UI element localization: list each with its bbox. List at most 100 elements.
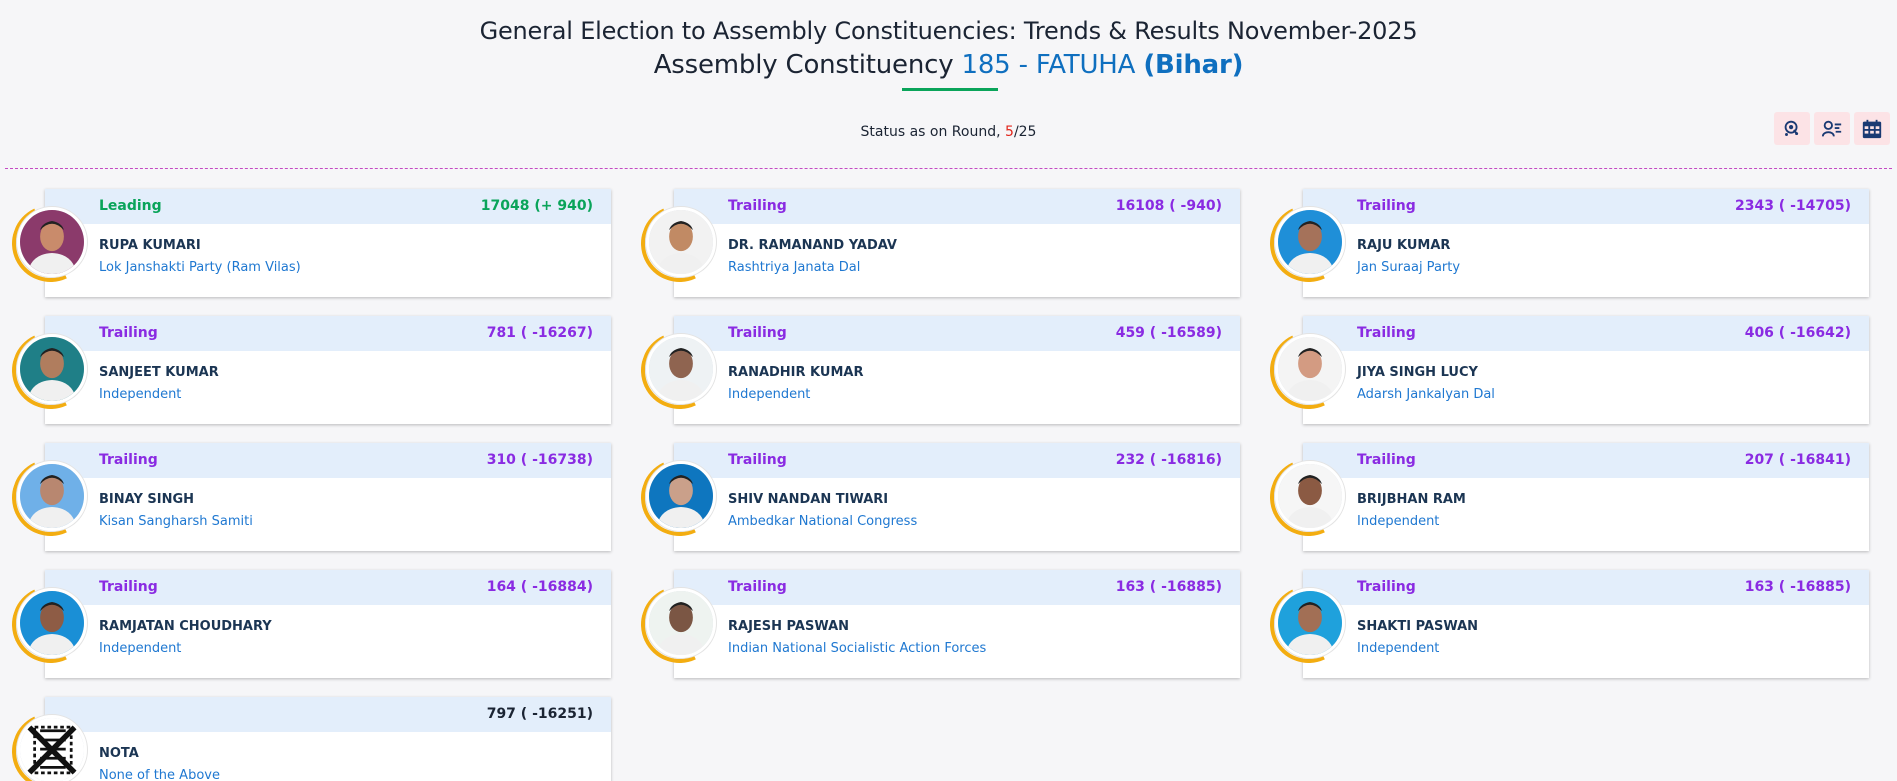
card-header: Trailing 207 ( -16841)	[1303, 443, 1869, 478]
card-header: Trailing 16108 ( -940)	[674, 189, 1240, 224]
candidate-photo	[1275, 207, 1345, 277]
candidate-party: Independent	[99, 387, 182, 402]
card-header: Trailing 2343 ( -14705)	[1303, 189, 1869, 224]
state-name: (Bihar)	[1143, 50, 1244, 80]
candidate-photo	[17, 334, 87, 404]
total-rounds: /25	[1013, 124, 1037, 140]
constituency-title: Assembly Constituency 185 - FATUHA (Biha…	[0, 50, 1897, 80]
constituency-name: 185 - FATUHA	[961, 50, 1136, 80]
candidate-name: SHAKTI PASWAN	[1357, 619, 1479, 634]
candidate-party: None of the Above	[99, 768, 220, 781]
candidate-photo	[17, 207, 87, 277]
card-header: Trailing 164 ( -16884)	[45, 570, 611, 605]
candidate-name: NOTA	[99, 746, 139, 761]
candidate-photo	[17, 461, 87, 531]
candidate-status: Trailing	[728, 579, 787, 595]
candidate-party: Kisan Sangharsh Samiti	[99, 514, 253, 529]
table-view-button[interactable]	[1854, 112, 1890, 145]
candidate-name: JIYA SINGH LUCY	[1357, 365, 1478, 380]
candidate-photo	[1275, 461, 1345, 531]
candidate-card[interactable]: Trailing 163 ( -16885) RAJESH PASWAN Indian…	[674, 570, 1240, 678]
section-divider	[5, 168, 1892, 169]
candidate-votes: 163 ( -16885)	[1744, 579, 1851, 595]
candidate-status: Trailing	[728, 198, 787, 214]
candidate-status: Trailing	[1357, 325, 1416, 341]
candidate-card[interactable]: Trailing 310 ( -16738) BINAY SINGH Kisan Sa…	[45, 443, 611, 551]
candidate-name: RAMJATAN CHOUDHARY	[99, 619, 272, 634]
candidate-card[interactable]: Trailing 207 ( -16841) BRIJBHAN RAM Indepen…	[1303, 443, 1869, 551]
candidate-card[interactable]: 797 ( -16251) NOTA None of the Above	[45, 697, 611, 781]
map-pin-icon	[1784, 120, 1799, 136]
candidate-votes: 17048 (+ 940)	[480, 198, 593, 214]
candidate-card[interactable]: Trailing 163 ( -16885) SHAKTI PASWAN Indepe…	[1303, 570, 1869, 678]
card-header: Trailing 459 ( -16589)	[674, 316, 1240, 351]
candidate-name: RANADHIR KUMAR	[728, 365, 864, 380]
candidate-party: Independent	[728, 387, 811, 402]
candidate-party: Lok Janshakti Party (Ram Vilas)	[99, 260, 301, 275]
candidate-card[interactable]: Trailing 2343 ( -14705) RAJU KUMAR Jan Sura…	[1303, 189, 1869, 297]
candidate-status: Trailing	[99, 325, 158, 341]
candidate-card[interactable]: Trailing 781 ( -16267) SANJEET KUMAR Indepe…	[45, 316, 611, 424]
candidate-party: Ambedkar National Congress	[728, 514, 918, 529]
candidate-party: Rashtriya Janata Dal	[728, 260, 861, 275]
candidate-votes: 406 ( -16642)	[1744, 325, 1851, 341]
candidate-photo	[17, 588, 87, 658]
candidate-status: Trailing	[728, 452, 787, 468]
candidate-votes: 781 ( -16267)	[486, 325, 593, 341]
nota-icon	[17, 715, 87, 781]
card-header: Trailing 163 ( -16885)	[674, 570, 1240, 605]
candidate-name: BRIJBHAN RAM	[1357, 492, 1466, 507]
candidate-photo	[646, 588, 716, 658]
status-label: Status as on Round,	[860, 124, 1001, 140]
candidate-votes: 164 ( -16884)	[486, 579, 593, 595]
candidate-status: Trailing	[1357, 452, 1416, 468]
candidate-name: RAJU KUMAR	[1357, 238, 1451, 253]
candidate-status: Trailing	[1357, 198, 1416, 214]
page-title: General Election to Assembly Constituenc…	[479, 17, 1418, 45]
candidate-name: RUPA KUMARI	[99, 238, 201, 253]
candidate-status: Trailing	[728, 325, 787, 341]
candidate-party: Independent	[1357, 641, 1440, 656]
candidate-photo	[646, 207, 716, 277]
candidate-name: SANJEET KUMAR	[99, 365, 219, 380]
candidate-card[interactable]: Leading 17048 (+ 940) RUPA KUMARI Lok Jansh…	[45, 189, 611, 297]
candidate-card[interactable]: Trailing 164 ( -16884) RAMJATAN CHOUDHARY I…	[45, 570, 611, 678]
candidate-photo	[646, 461, 716, 531]
candidate-name: SHIV NANDAN TIWARI	[728, 492, 889, 507]
candidate-votes: 797 ( -16251)	[486, 706, 593, 722]
candidate-party: Jan Suraaj Party	[1357, 260, 1461, 275]
candidate-name: RAJESH PASWAN	[728, 619, 850, 634]
card-header: Trailing 232 ( -16816)	[674, 443, 1240, 478]
candidate-list-button[interactable]	[1814, 112, 1850, 145]
round-status: Status as on Round, 5/25	[0, 124, 1897, 140]
candidate-party: Adarsh Jankalyan Dal	[1357, 387, 1495, 402]
candidate-party: Indian National Socialistic Action Force…	[728, 641, 987, 656]
candidate-card[interactable]: Trailing 459 ( -16589) RANADHIR KUMAR Indep…	[674, 316, 1240, 424]
current-round: 5	[1005, 124, 1014, 140]
candidate-card[interactable]: Trailing 16108 ( -940) DR. RAMANAND YADAV R…	[674, 189, 1240, 297]
candidate-card[interactable]: Trailing 406 ( -16642) JIYA SINGH LUCY Adar…	[1303, 316, 1869, 424]
candidate-status: Trailing	[99, 452, 158, 468]
card-header: Trailing 163 ( -16885)	[1303, 570, 1869, 605]
candidate-status: Trailing	[1357, 579, 1416, 595]
card-header: Trailing 310 ( -16738)	[45, 443, 611, 478]
candidate-name: BINAY SINGH	[99, 492, 195, 507]
candidate-votes: 232 ( -16816)	[1115, 452, 1222, 468]
candidate-votes: 310 ( -16738)	[486, 452, 593, 468]
candidate-party: Independent	[99, 641, 182, 656]
card-header: Trailing 781 ( -16267)	[45, 316, 611, 351]
constituency-prefix: Assembly Constituency	[653, 50, 954, 80]
title-underline	[902, 88, 998, 91]
candidate-votes: 207 ( -16841)	[1744, 452, 1851, 468]
candidate-card[interactable]: Trailing 232 ( -16816) SHIV NANDAN TIWARI A…	[674, 443, 1240, 551]
candidate-votes: 16108 ( -940)	[1115, 198, 1222, 214]
candidate-votes: 163 ( -16885)	[1115, 579, 1222, 595]
card-header: 797 ( -16251)	[45, 697, 611, 732]
calendar-table-icon	[1862, 119, 1882, 138]
candidate-status: Trailing	[99, 579, 158, 595]
candidate-votes: 2343 ( -14705)	[1734, 198, 1851, 214]
map-view-button[interactable]	[1774, 112, 1810, 145]
candidate-photo	[1275, 588, 1345, 658]
candidate-votes: 459 ( -16589)	[1115, 325, 1222, 341]
candidate-name: DR. RAMANAND YADAV	[728, 238, 897, 253]
